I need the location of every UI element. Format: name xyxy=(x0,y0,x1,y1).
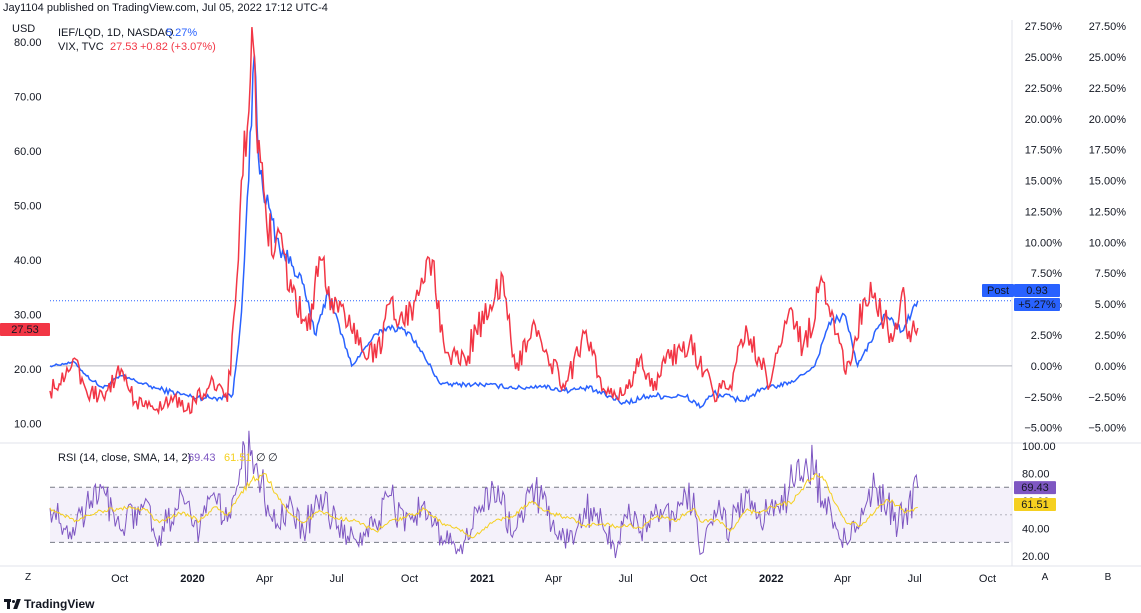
x-axis-tick-7: Jul xyxy=(619,573,633,585)
left-axis-tick-0: 80.00 xyxy=(14,37,42,49)
rsi-sma-line xyxy=(49,472,918,539)
post-badge-percent-bg xyxy=(1014,298,1060,311)
rsi-axis-tick-3: 40.00 xyxy=(1022,524,1050,536)
right-axis-2-tick-10: 2.50% xyxy=(1095,330,1126,342)
left-axis-tick-1: 70.00 xyxy=(14,91,42,103)
right-axis-1-tick-8: 7.50% xyxy=(1031,268,1062,280)
rsi-line xyxy=(49,430,919,559)
right-axis-2-tick-1: 25.00% xyxy=(1089,52,1127,64)
attribution-header: Jay1104 published on TradingView.com, Ju… xyxy=(3,2,328,14)
right-axis-2-tick-13: −5.00% xyxy=(1088,423,1126,435)
right-axis-1-tick-6: 12.50% xyxy=(1025,206,1063,218)
right-axis-1-tick-7: 10.00% xyxy=(1025,237,1063,249)
x-axis-tick-5: 2021 xyxy=(470,573,494,585)
left-axis-tick-2: 60.00 xyxy=(14,146,42,158)
right-axis-2-tick-2: 22.50% xyxy=(1089,83,1127,95)
legend-vix-value: 27.53 xyxy=(110,41,138,53)
left-axis-tick-5: 30.00 xyxy=(14,310,42,322)
tradingview-brand[interactable]: TradingView xyxy=(4,597,94,611)
tradingview-logo-icon xyxy=(4,599,21,609)
right-axis-2-tick-12: −2.50% xyxy=(1088,392,1126,404)
rsi-legend-title: RSI (14, close, SMA, 14, 2) xyxy=(58,452,191,464)
legend-vix-name: VIX, TVC xyxy=(58,41,104,53)
vix-price-badge: 27.53 xyxy=(11,324,39,336)
x-axis-tick-11: Jul xyxy=(908,573,922,585)
legend-ief-lqd-value: 5.27% xyxy=(166,27,197,39)
x-axis-tick-3: Jul xyxy=(330,573,344,585)
rsi-value-badge: 69.43 xyxy=(1021,482,1049,494)
right-axis-2-tick-9: 5.00% xyxy=(1095,299,1126,311)
right-axis-1-tick-4: 17.50% xyxy=(1025,145,1063,157)
timezone-z-button[interactable]: Z xyxy=(24,572,32,583)
right-axis-1-tick-10: 2.50% xyxy=(1031,330,1062,342)
tradingview-brand-name: TradingView xyxy=(24,597,95,611)
x-axis-tick-12: Oct xyxy=(979,573,996,585)
rsi-value-badge-bg xyxy=(1014,481,1056,495)
right-axis-2-tick-4: 17.50% xyxy=(1089,145,1127,157)
x-axis-tick-6: Apr xyxy=(545,573,562,585)
left-axis-tick-7: 10.00 xyxy=(14,419,42,431)
right-axis-1-tick-3: 20.00% xyxy=(1025,114,1063,126)
right-axis-1-tick-11: 0.00% xyxy=(1031,361,1062,373)
auto-scale-a-button[interactable]: A xyxy=(1041,572,1049,583)
x-axis-tick-4: Oct xyxy=(401,573,418,585)
rsi-sma-badge-bg xyxy=(1014,497,1056,511)
x-axis-tick-10: Apr xyxy=(834,573,851,585)
post-badge-percent: +5.27% xyxy=(1018,299,1056,311)
vix-price-badge-bg xyxy=(0,323,50,336)
right-axis-2-tick-11: 0.00% xyxy=(1095,361,1126,373)
right-axis-2-tick-6: 12.50% xyxy=(1089,206,1127,218)
right-axis-1-tick-12: −2.50% xyxy=(1024,392,1062,404)
left-axis-tick-3: 50.00 xyxy=(14,200,42,212)
right-axis-2-tick-5: 15.00% xyxy=(1089,176,1127,188)
rsi-legend-symbol-2: ∅ xyxy=(268,452,278,464)
rsi-axis-tick-0: 100.00 xyxy=(1022,441,1056,453)
currency-label: USD xyxy=(12,23,35,35)
left-axis-tick-6: 20.00 xyxy=(14,364,42,376)
x-axis-tick-1: 2020 xyxy=(180,573,204,585)
ief-lqd-line xyxy=(49,54,919,409)
rsi-axis-tick-1: 80.00 xyxy=(1022,469,1050,481)
right-axis-2-tick-7: 10.00% xyxy=(1089,237,1127,249)
rsi-legend-sma-value: 61.51 xyxy=(224,452,252,464)
right-axis-1-tick-2: 22.50% xyxy=(1025,83,1063,95)
x-axis-tick-0: Oct xyxy=(111,573,128,585)
x-axis-tick-2: Apr xyxy=(256,573,273,585)
x-axis-tick-9: 2022 xyxy=(759,573,783,585)
left-axis-tick-4: 40.00 xyxy=(14,255,42,267)
legend-vix-change: +0.82 (+3.07%) xyxy=(140,41,216,53)
right-axis-1-tick-5: 15.00% xyxy=(1025,176,1063,188)
post-badge-label: Post xyxy=(987,285,1009,297)
scale-b-button[interactable]: B xyxy=(1104,572,1112,583)
post-badge-value-bg xyxy=(1014,284,1060,297)
right-axis-2-tick-8: 7.50% xyxy=(1095,268,1126,280)
post-badge-label-bg xyxy=(982,284,1014,297)
right-axis-1-tick-0: 27.50% xyxy=(1025,21,1063,33)
rsi-axis-tick-4: 20.00 xyxy=(1022,551,1050,563)
x-axis-tick-8: Oct xyxy=(690,573,707,585)
rsi-sma-badge: 61.51 xyxy=(1021,499,1049,511)
right-axis-2-tick-0: 27.50% xyxy=(1089,21,1127,33)
legend-ief-lqd-name: IEF/LQD, 1D, NASDAQ xyxy=(58,27,174,39)
right-axis-1-tick-1: 25.00% xyxy=(1025,52,1063,64)
right-axis-1-tick-13: −5.00% xyxy=(1024,423,1062,435)
right-axis-2-tick-3: 20.00% xyxy=(1089,114,1127,126)
vix-line xyxy=(49,27,919,416)
rsi-legend-symbol-1: ∅ xyxy=(256,452,266,464)
rsi-legend-value: 69.43 xyxy=(188,452,216,464)
post-badge-value: 0.93 xyxy=(1026,285,1047,297)
